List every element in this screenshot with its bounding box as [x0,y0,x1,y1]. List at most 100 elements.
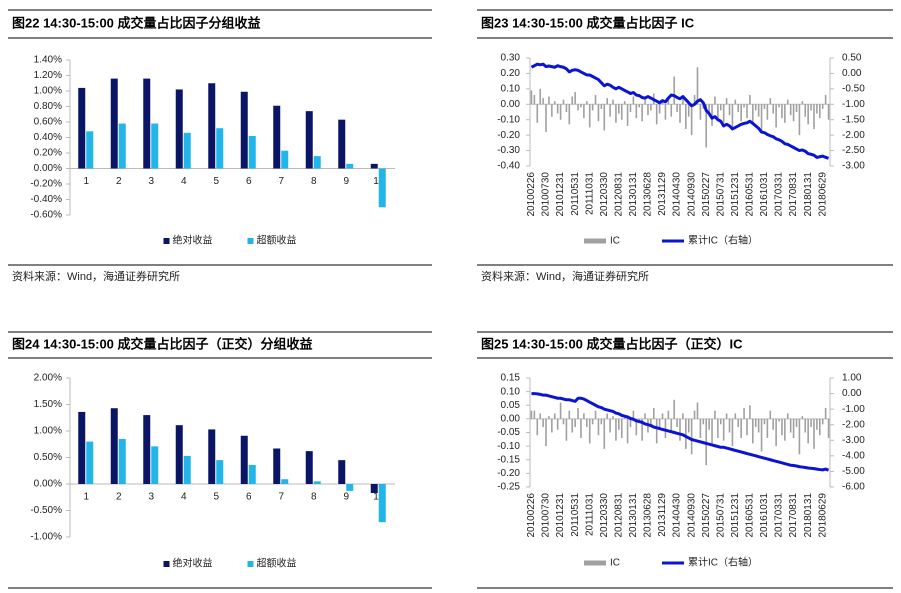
ic-bar [571,96,574,105]
ic-bar [696,402,699,419]
x-tick-label: 20101231 [555,493,566,538]
ic-bar [556,418,559,430]
y2-tick-label: -6.00 [842,482,865,493]
ic-bar [708,104,710,114]
ic-bar [635,418,638,436]
bar [143,415,151,484]
y-tick-label: -0.15 [497,454,520,465]
ic-bar [769,98,772,105]
x-tick-label: 9 [343,492,349,503]
y-tick-label: 0.20% [34,148,62,159]
ic-bar [819,418,821,436]
ic-bar [542,418,544,428]
bar [248,135,256,169]
x-tick-label: 20140930 [686,172,697,217]
ic-bar [760,104,763,133]
ic-bar [664,104,667,120]
bar [313,481,321,484]
ic-bar [754,104,757,111]
ic-bar [801,101,804,105]
x-tick-label: 20100730 [541,172,552,217]
ic-bar [623,101,626,105]
y2-tick-label: -1.00 [842,99,865,110]
x-tick-label: 5 [213,176,219,187]
x-tick-label: 2 [116,492,122,503]
ic-bar [734,99,737,105]
ic-bar [603,104,606,131]
ic-bar [807,104,809,125]
bar [338,460,346,484]
ic-bar [650,104,652,111]
bar [86,131,94,169]
x-tick-label: 7 [278,492,284,503]
ic-bar [810,104,812,111]
ic-bar [690,418,693,455]
x-tick-label: 3 [148,176,154,187]
ic-bar [580,418,582,438]
x-tick-label: 20150227 [701,493,712,538]
ic-bar [827,104,830,120]
y-tick-label: 2.00% [34,373,62,384]
y-tick-label: 0.40% [34,132,62,143]
bar [151,446,159,484]
y2-tick-label: 0.00 [842,68,862,79]
x-tick-label: 20101231 [555,172,566,217]
ic-bar [699,104,702,120]
y-tick-label: -0.20% [30,179,62,190]
ic-bar [702,418,705,425]
ic-bar [539,88,541,105]
ic-bar [652,407,655,419]
ic-bar [542,98,544,105]
x-tick-label: 20120330 [599,172,610,217]
bar [175,89,183,169]
ic-bar [644,99,646,105]
bar [370,163,378,169]
ic-bar [545,104,547,133]
ic-bar [769,410,772,419]
bar [110,78,118,169]
bar [143,78,151,169]
x-tick-label: 20161031 [759,493,770,538]
x-tick-label: 3 [148,492,154,503]
y2-tick-label: -1.50 [842,114,865,125]
ic-bar [559,104,562,120]
y-tick-label: 1.20% [34,70,62,81]
ic-bar [789,104,792,116]
ic-bar [673,399,675,419]
legend-label: 绝对收益 [173,234,213,247]
y-tick-label: 0.00 [501,99,521,110]
ic-bar [687,418,690,433]
ic-bar [591,104,594,111]
x-tick-label: 20170831 [788,172,799,217]
ic-bar [690,104,693,136]
y-tick-label: -0.25 [497,482,520,493]
ic-bar [615,418,617,441]
ic-bar [530,410,533,419]
ic-bar [786,413,789,419]
y-tick-label: 0.15 [501,373,521,384]
ic-bar [615,104,617,123]
y-tick-label: 1.50% [34,399,62,410]
ic-bar [676,418,678,428]
ic-bar [746,418,748,436]
x-tick-label: 6 [246,492,252,503]
y-tick-label: 0.50% [34,452,62,463]
ic-bar [539,413,541,419]
ic-bar [752,418,754,444]
x-tick-label: 20150731 [715,172,726,217]
ic-bar [533,410,536,419]
bar [240,91,248,169]
ic-bar [737,418,740,428]
ic-bar [626,418,629,444]
ic-bar [717,104,719,120]
ic-bar [766,104,769,120]
x-tick-label: 4 [181,176,187,187]
x-tick-label: 6 [246,176,252,187]
x-tick-label: 20150227 [701,172,712,217]
y-tick-label: -0.40% [30,194,62,205]
ic-bar [626,104,629,126]
bar [78,411,86,484]
legend-label: 累计IC（右轴） [688,234,758,247]
x-tick-label: 20140430 [672,172,683,217]
x-tick-label: 20130628 [643,172,654,217]
